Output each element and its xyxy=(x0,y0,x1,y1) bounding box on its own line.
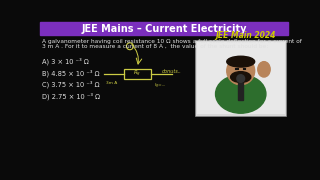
Bar xyxy=(124,69,151,79)
Text: $R_g$: $R_g$ xyxy=(133,69,141,79)
Text: JEE Mains – Current Electricity: JEE Mains – Current Electricity xyxy=(81,24,247,33)
Text: donuts..: donuts.. xyxy=(162,69,181,74)
Bar xyxy=(40,22,288,35)
Bar xyxy=(196,42,285,114)
Ellipse shape xyxy=(216,75,266,113)
Text: B) 4.85 × 10 ⁻³ Ω: B) 4.85 × 10 ⁻³ Ω xyxy=(42,69,100,77)
Text: A) 3 × 10 ⁻³ Ω: A) 3 × 10 ⁻³ Ω xyxy=(42,58,89,65)
Text: JEE Main 2024: JEE Main 2024 xyxy=(215,31,276,40)
Text: $I_g$=...: $I_g$=... xyxy=(154,81,166,90)
Text: 3m A: 3m A xyxy=(107,81,118,85)
Text: 3 m A . For it to measure a current of 8 A ,  the value of the shunt should be:: 3 m A . For it to measure a current of 8… xyxy=(42,44,269,49)
Ellipse shape xyxy=(258,62,270,77)
Circle shape xyxy=(227,57,255,85)
Text: D) 2.75 × 10 ⁻³ Ω: D) 2.75 × 10 ⁻³ Ω xyxy=(42,93,100,100)
Bar xyxy=(195,40,286,116)
Text: A galvanometer having coil resistance 10 Ω shows a full scale deflection for a c: A galvanometer having coil resistance 10… xyxy=(42,39,302,44)
Bar xyxy=(238,77,243,100)
Text: C) 3.75 × 10 ⁻³ Ω: C) 3.75 × 10 ⁻³ Ω xyxy=(42,81,100,89)
Ellipse shape xyxy=(231,72,251,82)
Circle shape xyxy=(237,75,244,82)
Ellipse shape xyxy=(227,56,255,67)
